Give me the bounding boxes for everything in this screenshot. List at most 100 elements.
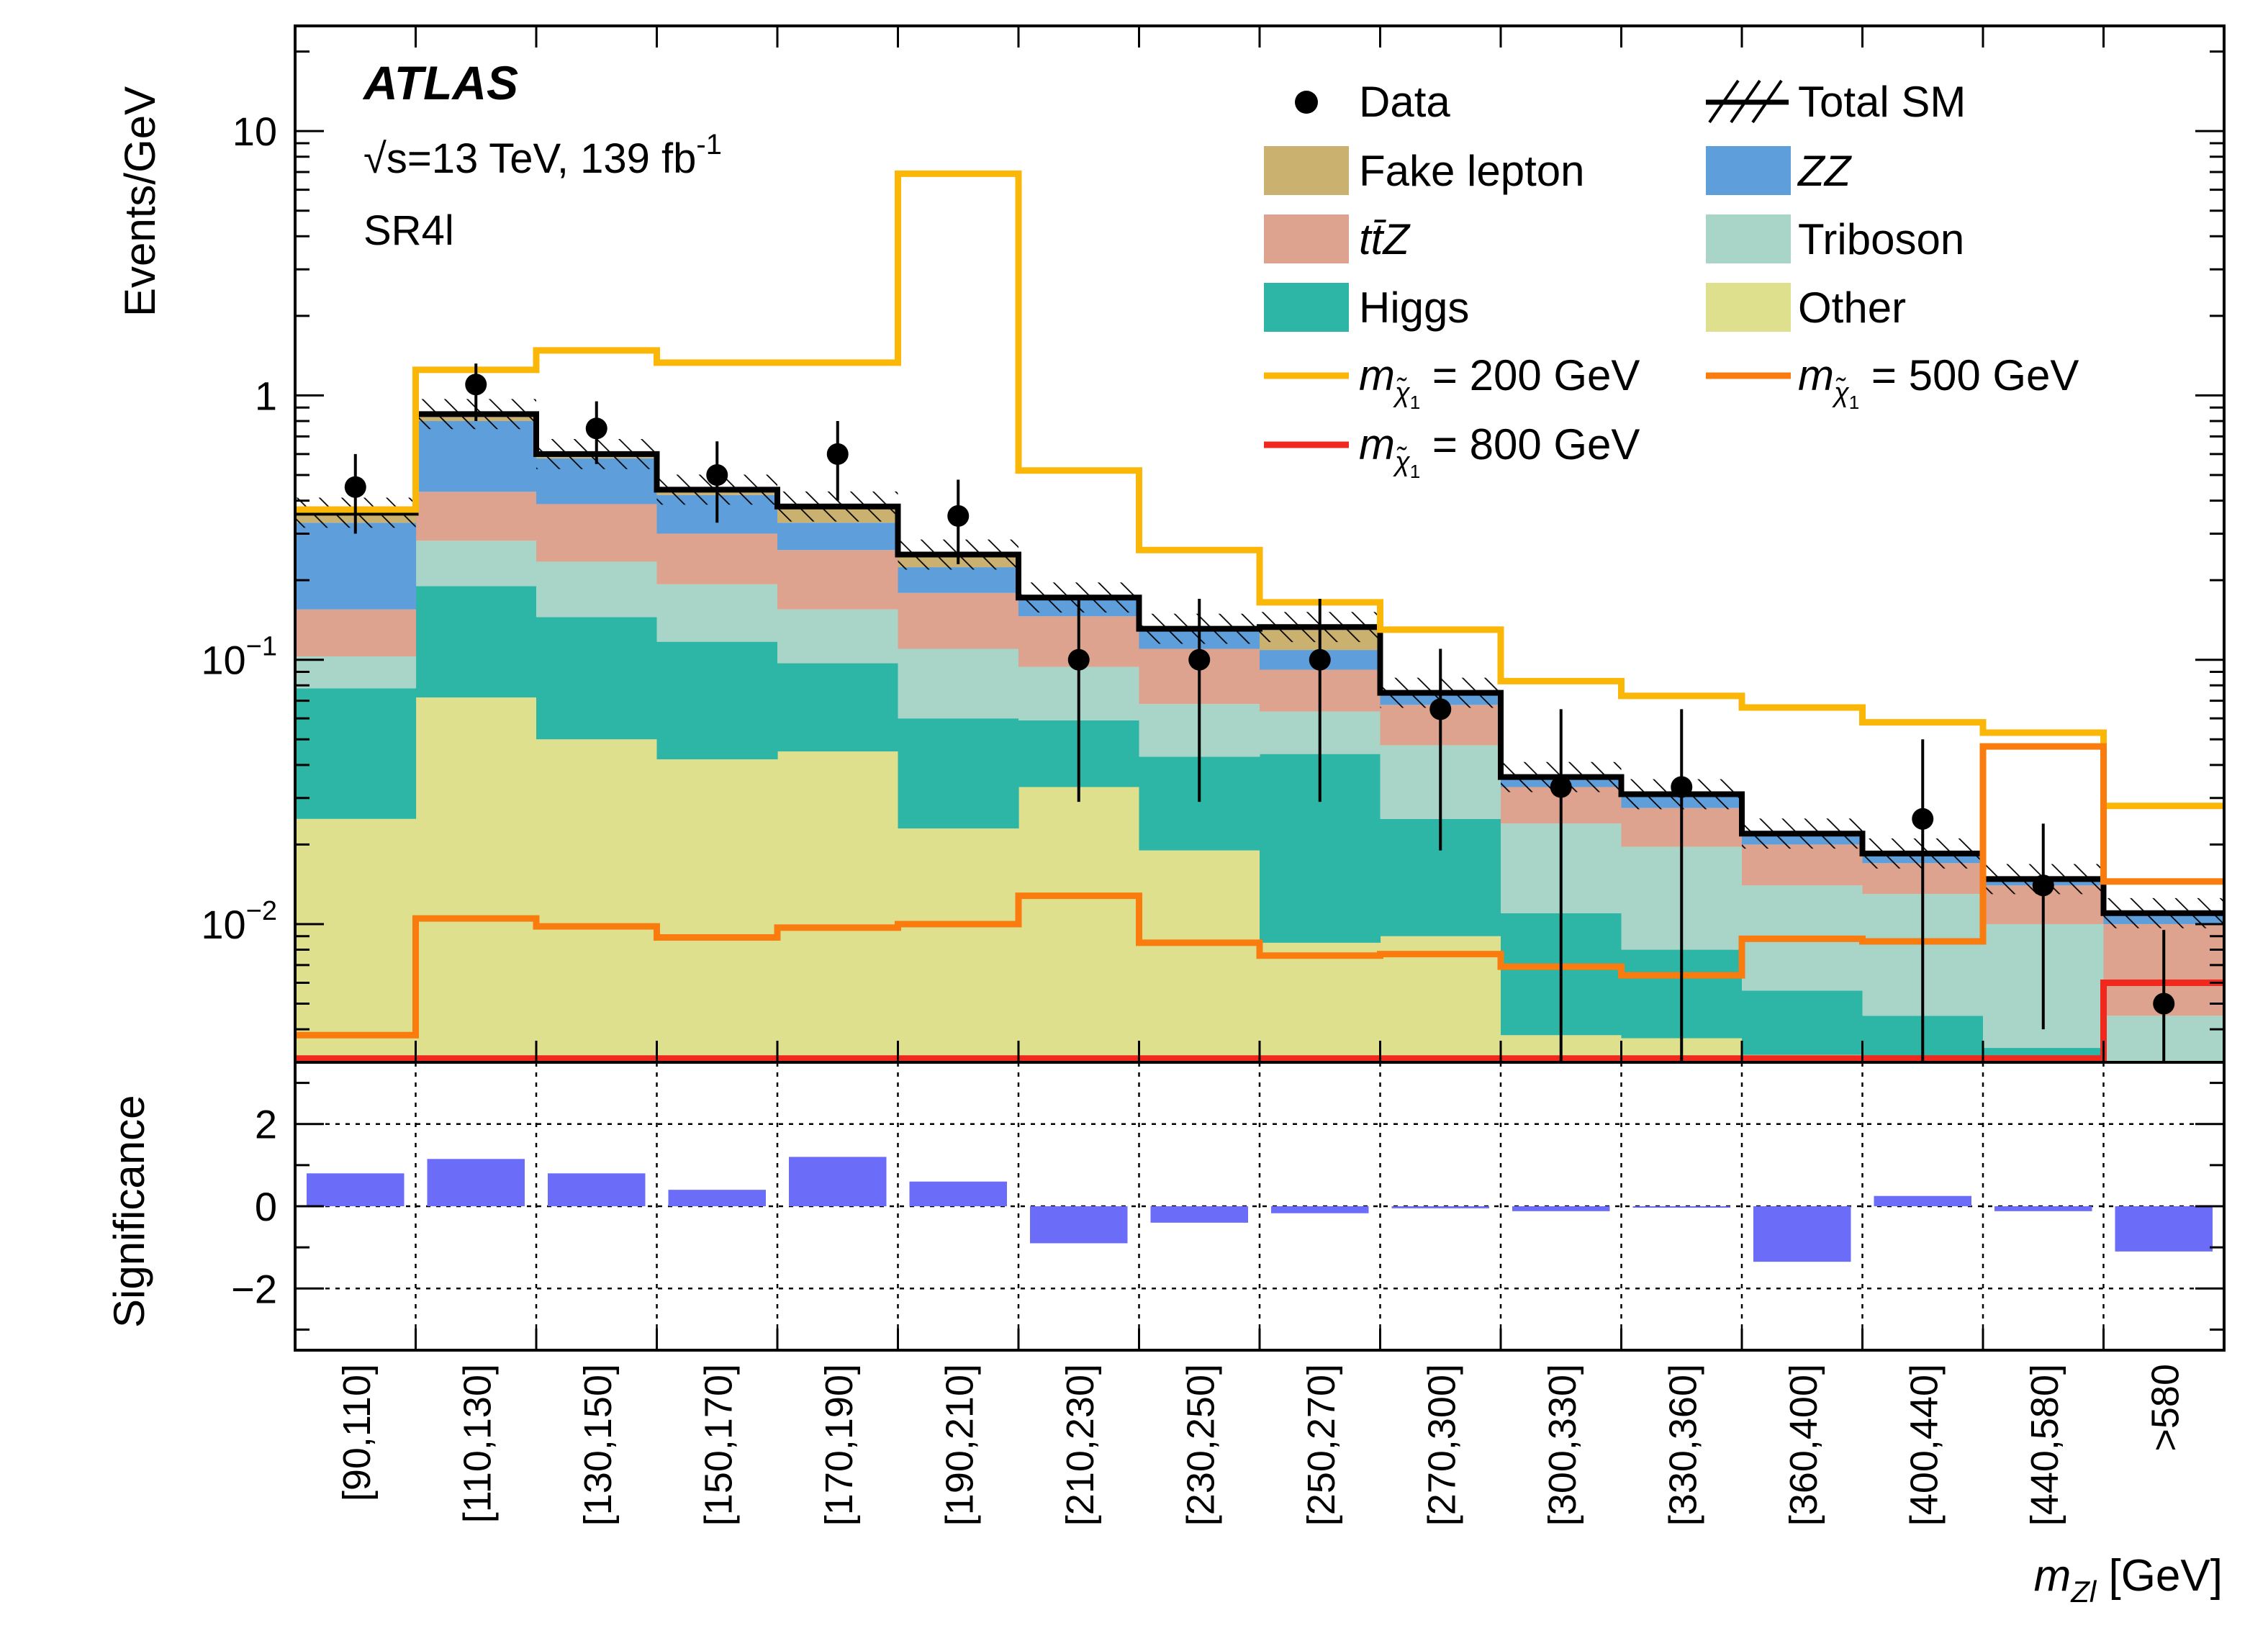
legend-total-sm-label: Total SM [1798,78,1966,126]
x-tick-label: [440,580] [2023,1364,2066,1526]
x-axis-sub: Zl [2070,1575,2097,1609]
data-point [1309,648,1331,671]
signal-lines [295,170,2224,1062]
significance-bar [548,1173,646,1206]
significance-bar [1391,1206,1489,1208]
stack-bar-triboson [536,561,658,618]
data-points [344,363,2175,1062]
legend-zz-label: ZZ [1797,147,1853,195]
legend-total-sm-swatch [1706,79,1789,124]
stack-bar-zz [777,523,899,551]
y-axis: 10 1 10−1 10−2 [201,26,2224,1064]
stack-bar-higgs [536,617,658,740]
stack-bar-triboson [777,609,899,664]
data-point [1188,648,1211,671]
legend-other-swatch [1706,283,1791,332]
y-tick-label: 1 [255,373,277,418]
data-point [1912,808,1934,830]
stack-bar-higgs [415,586,537,698]
significance-grid [295,1062,2224,1350]
stack-bar-tt-z [415,492,537,541]
stack-bar-other [295,818,417,1062]
x-axis-var: m [2034,1551,2072,1601]
stack-bar-tt-z [1742,844,1863,886]
y-tick-label: 10−1 [201,632,277,683]
x-tick-label: [250,270] [1300,1364,1343,1526]
legend-higgs-label: Higgs [1359,284,1469,332]
x-tick-label: [130,150] [577,1364,620,1526]
legend-sig500-value: = 500 GeV [1859,351,2079,399]
stack-bar-tt-z [656,533,778,584]
data-point [1067,648,1090,671]
legend-sig500-label: mχ̃1 = 500 GeV [1798,351,2079,413]
total-sm-step-line [295,411,2224,916]
y-tick-label: 10 [232,109,277,154]
signal-line-0 [295,170,2224,810]
significance-panel: 2 0 −2 Significance [105,1061,2226,1352]
y-axis-title: Events/GeV [116,86,164,317]
significance-bar [1753,1206,1851,1262]
total-sm-line [295,411,2224,916]
stack-bar-zz [898,567,1019,593]
legend-higgs-swatch [1264,283,1349,332]
stack-bar-higgs [1742,990,1863,1055]
legend-data-marker [1295,91,1318,114]
significance-y-axis: 2 0 −2 [231,1082,2224,1350]
energy-exp: -1 [696,129,722,160]
data-point [2032,874,2054,897]
legend-zz-swatch [1706,146,1791,195]
stack-bar-tt-z [295,609,417,656]
x-tick-label: [300,330] [1541,1364,1584,1526]
y-tick-label: 10−2 [201,896,277,947]
stack-bar-triboson [415,541,537,587]
legend-triboson-swatch [1706,214,1791,263]
stack-bar-other [1260,942,1381,1062]
x-tick-label: [190,210] [938,1364,981,1526]
legend-fake-swatch [1264,146,1349,195]
x-tick-label: [110,130] [456,1364,499,1523]
stack-bar-other [536,739,658,1062]
significance-tick-label: 2 [255,1102,277,1147]
legend-other-label: Other [1798,284,1906,332]
legend-triboson-label: Triboson [1798,215,1964,263]
significance-bar [1994,1206,2092,1211]
legend-ttz-label: tt̄Z [1359,215,1411,263]
significance-bars [307,1157,2213,1262]
legend-ttz-swatch [1264,214,1349,263]
data-point [585,417,607,440]
significance-tick-label: 0 [255,1184,277,1229]
stack-bar-triboson [295,656,417,689]
significance-bar [307,1173,405,1206]
significance-bar [427,1159,525,1206]
x-axis-title: mZl [GeV] [2034,1551,2223,1609]
significance-bar [1874,1195,1971,1206]
stack-bar-other [1139,850,1260,1062]
data-point [947,505,970,527]
legend-sig200-label: mχ̃1 = 200 GeV [1359,351,1640,413]
x-tick-label: [150,170] [697,1364,740,1526]
legend: Data Total SM Fake lepton ZZ tt̄Z Tribos… [1264,78,2079,482]
signal-line-2 [295,979,2224,1062]
significance-bar [1030,1206,1128,1244]
significance-bar [1271,1206,1369,1213]
data-point [1429,698,1452,720]
data-point [344,476,366,498]
data-point [706,463,728,486]
stack-bar-triboson [898,648,1019,719]
legend-fake-label: Fake lepton [1359,147,1585,195]
stack-bar-higgs [898,718,1019,829]
data-point [1550,776,1572,798]
significance-bar [1632,1206,1730,1208]
stack-bar-other [1018,787,1140,1062]
region-label: SR4l [363,207,454,254]
significance-bar [909,1181,1007,1206]
stack-bar-tt-z [898,592,1019,649]
stack-bar-higgs [656,641,778,760]
significance-bar [789,1157,887,1206]
x-tick-label: >580 [2143,1364,2187,1452]
atlas-label: ATLAS [362,56,518,109]
legend-sig800-value: = 800 GeV [1420,420,1640,469]
stack-bar-other [898,828,1019,1062]
energy-rest: =13 TeV, 139 fb [407,135,697,182]
